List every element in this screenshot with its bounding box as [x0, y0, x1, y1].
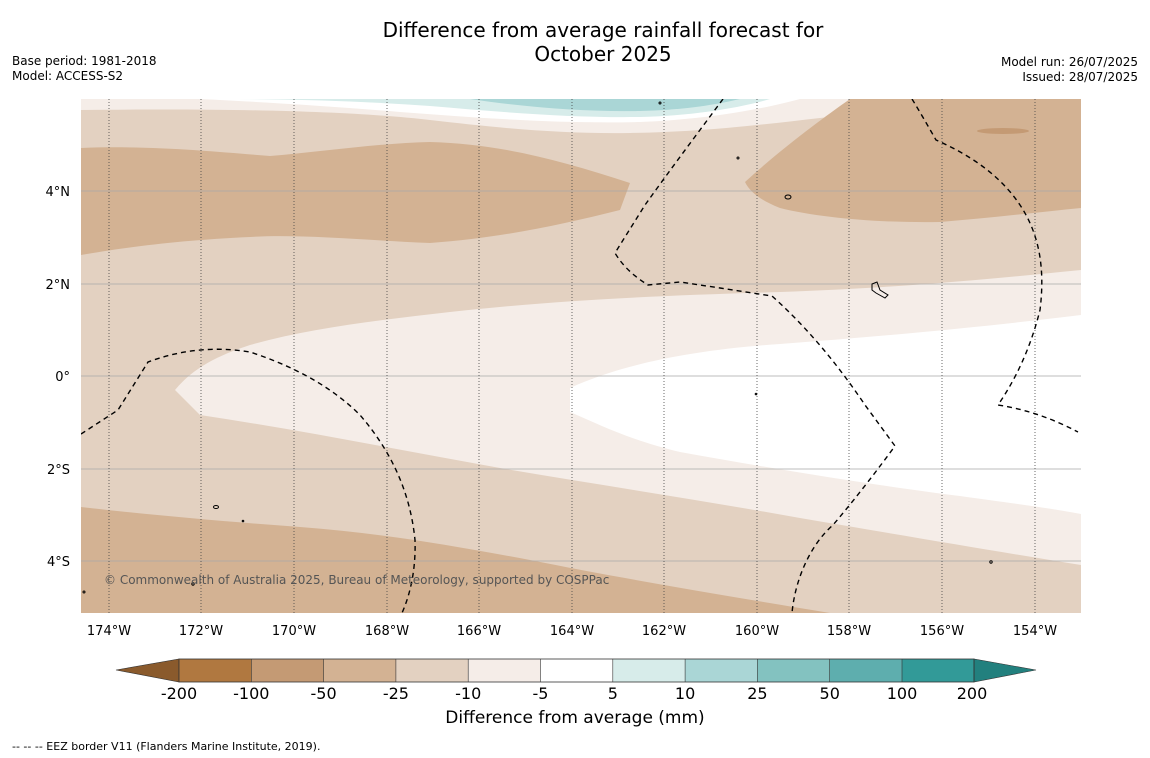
- colorbar-swatch: [685, 659, 758, 682]
- colorbar-swatch: [829, 659, 902, 682]
- island-8: [241, 519, 245, 523]
- anomaly-region-dry-south: [81, 507, 830, 613]
- eez-border-east: [911, 99, 1079, 433]
- island-1: [784, 194, 792, 200]
- eez-legend-note: -- -- -- EEZ border V11 (Flanders Marine…: [12, 740, 321, 753]
- title-line-2: October 2025: [534, 42, 672, 66]
- colorbar-tick-label: 200: [957, 684, 988, 703]
- model-name: Model: ACCESS-S2: [12, 69, 124, 83]
- colorbar-swatch: [540, 659, 613, 682]
- anomaly-region-white-equator: [570, 315, 1081, 514]
- colorbar-swatch: [902, 659, 974, 682]
- island-4: [191, 582, 195, 586]
- anomaly-region-dry-spot: [977, 128, 1029, 134]
- colorbar-ticks: -200 -100 -50 -25 -10 -5 5 10 25 50 100 …: [161, 684, 987, 703]
- lon-label: 154°W: [1013, 624, 1057, 639]
- colorbar-swatch: [395, 659, 469, 682]
- lon-label: 170°W: [272, 624, 316, 639]
- islands: [82, 101, 993, 594]
- colorbar-dividers: [251, 659, 903, 682]
- lon-label: 164°W: [550, 624, 594, 639]
- lon-label: 172°W: [179, 624, 223, 639]
- latitude-labels: 4°N 2°N 0° 2°S 4°S: [46, 185, 71, 570]
- island-5: [736, 156, 740, 160]
- lat-label: 2°S: [47, 463, 70, 478]
- model-run-info: Model run: 26/07/2025 Issued: 28/07/2025: [1001, 55, 1138, 85]
- colorbar-tick-label: -5: [533, 684, 549, 703]
- lon-label: 168°W: [365, 624, 409, 639]
- anomaly-region-dry-west: [81, 142, 630, 255]
- eez-border-north: [614, 99, 896, 613]
- lon-label: 158°W: [827, 624, 871, 639]
- island-6: [658, 101, 662, 105]
- colorbar-swatch: [468, 659, 541, 682]
- colorbar-tick-label: -10: [455, 684, 481, 703]
- colorbar: -200 -100 -50 -25 -10 -5 5 10 25 50 100 …: [115, 658, 1037, 703]
- colorbar-extend-low: [115, 658, 180, 683]
- eez-borders: [81, 99, 1079, 613]
- map-title: Difference from average rainfall forecas…: [0, 18, 1150, 66]
- lon-label: 174°W: [87, 624, 131, 639]
- map-panel: © Commonwealth of Australia 2025, Bureau…: [81, 99, 1081, 613]
- base-period: Base period: 1981-2018: [12, 54, 157, 68]
- colorbar-tick-label: -100: [233, 684, 269, 703]
- colorbar-swatch: [612, 659, 686, 682]
- colorbar-swatch: [179, 659, 252, 682]
- model-run: Model run: 26/07/2025: [1000, 55, 1138, 69]
- eez-border-west: [81, 348, 416, 613]
- colorbar-tick-label: 100: [887, 684, 918, 703]
- anomaly-region-wet-top-strong: [470, 99, 740, 112]
- colorbar-tick-label: -200: [161, 684, 197, 703]
- base-period-info: Base period: 1981-2018 Model: ACCESS-S2: [12, 54, 157, 84]
- island-10: [754, 392, 758, 396]
- colorbar-title: Difference from average (mm): [445, 708, 705, 728]
- longitude-labels: 174°W 172°W 170°W 168°W 166°W 164°W 162°…: [87, 624, 1057, 639]
- island-2: [871, 281, 889, 299]
- island-3: [213, 505, 219, 509]
- lon-label: 166°W: [457, 624, 501, 639]
- colorbar-swatch: [323, 659, 396, 682]
- lon-label: 156°W: [920, 624, 964, 639]
- colorbar-swatch: [251, 659, 324, 682]
- issued-date: Issued: 28/07/2025: [1022, 70, 1138, 84]
- colorbar-tick-label: 50: [820, 684, 840, 703]
- colorbar-tick-label: 25: [747, 684, 767, 703]
- lat-label: 4°S: [47, 555, 70, 570]
- colorbar-tick-label: 10: [675, 684, 695, 703]
- latitude-gridlines: [81, 190, 1081, 562]
- copyright-notice: © Commonwealth of Australia 2025, Bureau…: [104, 573, 609, 587]
- lon-label: 162°W: [642, 624, 686, 639]
- colorbar-extend-high: [973, 658, 1037, 683]
- lat-label: 4°N: [46, 185, 71, 200]
- lat-label: 0°: [55, 370, 70, 385]
- title-line-1: Difference from average rainfall forecas…: [382, 18, 824, 42]
- lat-label: 2°N: [46, 278, 71, 293]
- island-9: [82, 590, 86, 594]
- colorbar-tick-label: -50: [311, 684, 337, 703]
- colorbar-swatch: [757, 659, 830, 682]
- colorbar-tick-label: 5: [608, 684, 618, 703]
- colorbar-frame: [178, 658, 975, 683]
- island-7: [989, 560, 993, 564]
- lon-label: 160°W: [735, 624, 779, 639]
- colorbar-tick-label: -25: [383, 684, 409, 703]
